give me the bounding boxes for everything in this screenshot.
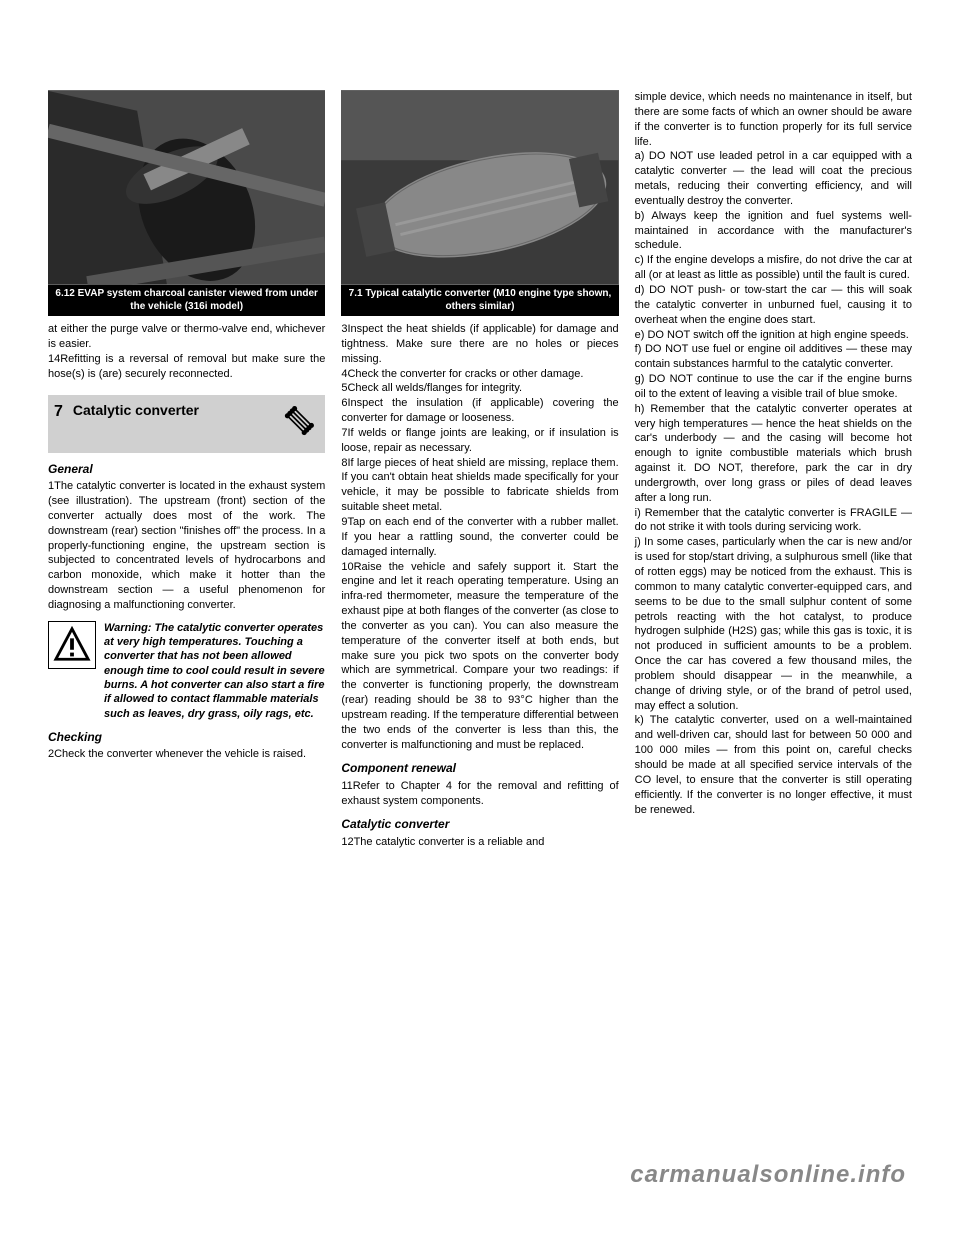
warning-block: Warning: The catalytic converter operate…	[48, 621, 325, 721]
col1-p-intro2: 14Refitting is a reversal of removal but…	[48, 352, 325, 382]
catalytic-subhead: Catalytic converter	[341, 816, 618, 832]
warning-text: Warning: The catalytic converter operate…	[104, 621, 325, 721]
rules-list: a) DO NOT use leaded petrol in a car equ…	[635, 149, 912, 817]
rule-item: f) DO NOT use fuel or engine oil additiv…	[635, 342, 912, 372]
figure-7-1-caption: 7.1 Typical catalytic converter (M10 eng…	[341, 285, 618, 316]
checking-subhead: Checking	[48, 729, 325, 745]
column-1: 6.12 EVAP system charcoal canister viewe…	[48, 90, 325, 849]
col2-p3: 5Check all welds/flanges for integrity.	[341, 381, 618, 396]
general-text: 1The catalytic converter is located in t…	[48, 479, 325, 613]
col3-intro-cont: simple device, which needs no maintenanc…	[635, 90, 912, 149]
col1-intro: at either the purge valve or thermo-valv…	[48, 322, 325, 381]
rule-item: d) DO NOT push- or tow-start the car — t…	[635, 283, 912, 328]
col2-p6: 8If large pieces of heat shield are miss…	[341, 456, 618, 515]
renewal-subhead: Component renewal	[341, 760, 618, 776]
rule-item: g) DO NOT continue to use the car if the…	[635, 372, 912, 402]
rule-item: e) DO NOT switch off the ignition at hig…	[635, 328, 912, 343]
col2-p5: 7If welds or flange joints are leaking, …	[341, 426, 618, 456]
wrench-icon	[283, 403, 317, 442]
col2-p2: 4Check the converter for cracks or other…	[341, 367, 618, 382]
col2-p1: 3Inspect the heat shields (if applicable…	[341, 322, 618, 367]
section-7-number: 7	[54, 401, 63, 423]
col2-p8: 10Raise the vehicle and safely support i…	[341, 560, 618, 753]
figure-6-12-image	[48, 90, 325, 285]
figure-7-1: 7.1 Typical catalytic converter (M10 eng…	[341, 90, 618, 316]
rule-item: j) In some cases, particularly when the …	[635, 535, 912, 713]
col2-body: 3Inspect the heat shields (if applicable…	[341, 322, 618, 752]
checking-p1: 2Check the converter whenever the vehicl…	[48, 747, 325, 762]
rule-item: i) Remember that the catalytic converter…	[635, 506, 912, 536]
rule-item: h) Remember that the catalytic converter…	[635, 402, 912, 506]
renewal-text: 11Refer to Chapter 4 for the removal and…	[341, 779, 618, 809]
rule-item: k) The catalytic converter, used on a we…	[635, 713, 912, 817]
col2-p7: 9Tap on each end of the converter with a…	[341, 515, 618, 560]
col2-p4: 6Inspect the insulation (if applicable) …	[341, 396, 618, 426]
column-2: 7.1 Typical catalytic converter (M10 eng…	[341, 90, 618, 849]
rule-item: a) DO NOT use leaded petrol in a car equ…	[635, 149, 912, 208]
figure-6-12-caption: 6.12 EVAP system charcoal canister viewe…	[48, 285, 325, 316]
figure-7-1-image	[341, 90, 618, 285]
catalytic-illustration	[341, 90, 618, 285]
canister-illustration	[48, 90, 325, 285]
rule-item: c) If the engine develops a misfire, do …	[635, 253, 912, 283]
figure-6-12: 6.12 EVAP system charcoal canister viewe…	[48, 90, 325, 316]
page-content: 6.12 EVAP system charcoal canister viewe…	[48, 0, 912, 849]
general-subhead: General	[48, 461, 325, 477]
rule-item: b) Always keep the ignition and fuel sys…	[635, 209, 912, 254]
watermark: carmanualsonline.info	[630, 1161, 906, 1189]
catalytic-intro: 12The catalytic converter is a reliable …	[341, 835, 618, 850]
col1-p-intro1: at either the purge valve or thermo-valv…	[48, 322, 325, 352]
warning-icon	[48, 621, 96, 669]
column-3: simple device, which needs no maintenanc…	[635, 90, 912, 849]
section-7-header: 7 Catalytic converter	[48, 395, 325, 453]
